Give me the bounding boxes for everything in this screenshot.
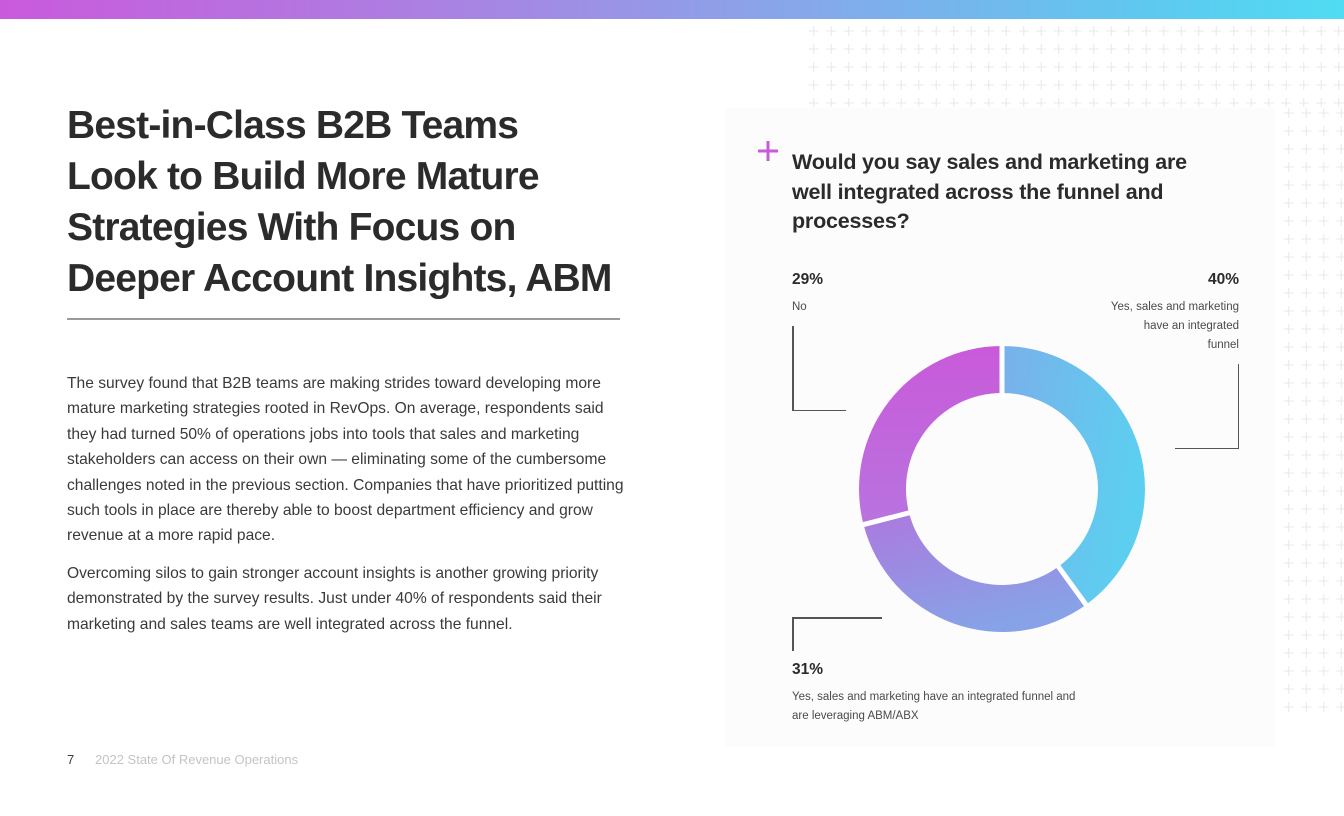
leader-line-integrated-horizontal xyxy=(1175,447,1239,449)
chart-label-value-abm: 31% xyxy=(792,661,824,678)
article-body: The survey found that B2B teams are maki… xyxy=(67,371,627,649)
top-accent-bar xyxy=(0,0,1344,19)
chart-label-text-integrated: Yes, sales and marketing have an integra… xyxy=(1110,301,1239,351)
donut-segment-integrated xyxy=(1002,346,1145,605)
headline-line: Strategies With Focus on xyxy=(67,206,516,249)
leader-line-integrated-vertical xyxy=(1237,364,1239,449)
leader-line-no-vertical xyxy=(792,326,794,411)
donut-segment-abm xyxy=(863,512,1087,632)
decorative-plus-grid-right xyxy=(1280,104,1344,720)
page-headline: Best-in-Class B2B Teams Look to Build Mo… xyxy=(67,100,667,304)
headline-line: Deeper Account Insights, ABM xyxy=(67,257,612,300)
plus-icon xyxy=(758,141,778,161)
body-paragraph: Overcoming silos to gain stronger accoun… xyxy=(67,564,602,633)
headline-divider xyxy=(67,318,620,320)
donut-segment-no xyxy=(859,346,1002,525)
chart-label-text-abm: Yes, sales and marketing have an integra… xyxy=(792,691,1076,722)
leader-line-abm-vertical xyxy=(792,617,794,651)
leader-line-abm-horizontal xyxy=(792,617,882,619)
decorative-plus-grid-top xyxy=(805,22,1344,107)
headline-line: Best-in-Class B2B Teams xyxy=(67,104,519,147)
chart-label-value-integrated: 40% xyxy=(1207,271,1239,288)
page-number: 7 xyxy=(67,752,75,767)
chart-label-value-no: 29% xyxy=(792,271,824,288)
document-title: 2022 State Of Revenue Operations xyxy=(95,752,299,767)
chart-card xyxy=(725,108,1275,747)
leader-line-no-horizontal xyxy=(792,409,846,411)
page-footer: 7 2022 State Of Revenue Operations xyxy=(67,752,298,767)
donut-chart xyxy=(858,342,1145,632)
body-paragraph: The survey found that B2B teams are maki… xyxy=(67,375,624,545)
chart-label-text-no: No xyxy=(792,301,807,313)
headline-line: Look to Build More Mature xyxy=(67,155,540,198)
chart-question: Would you say sales and marketing are we… xyxy=(792,150,1187,233)
